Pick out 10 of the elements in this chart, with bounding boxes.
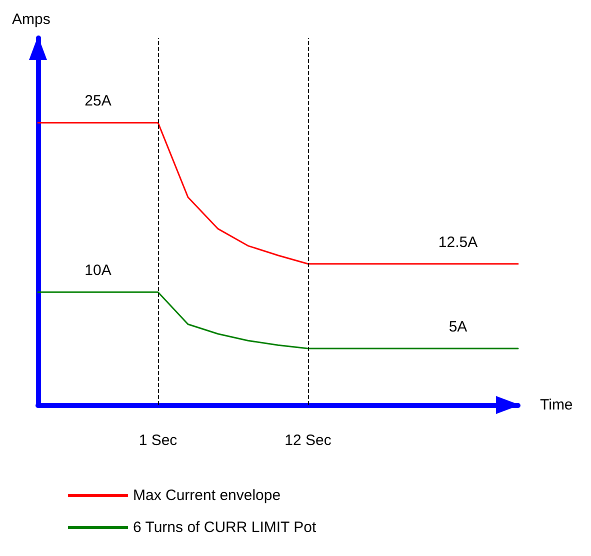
text: Amps xyxy=(12,11,50,28)
x-tick-label: 12 Sec xyxy=(284,432,332,449)
x-axis-title: Time xyxy=(540,396,573,414)
data-label: 10A xyxy=(84,262,112,280)
x-tick-label: 1 Sec xyxy=(138,432,178,449)
data-label: 5A xyxy=(448,318,468,336)
data-label: 12.5A xyxy=(438,234,478,251)
legend-label: 6 Turns of CURR LIMIT Pot xyxy=(133,519,317,536)
legend-label: Max Current envelope xyxy=(133,487,281,504)
data-label: 25A xyxy=(84,92,112,110)
